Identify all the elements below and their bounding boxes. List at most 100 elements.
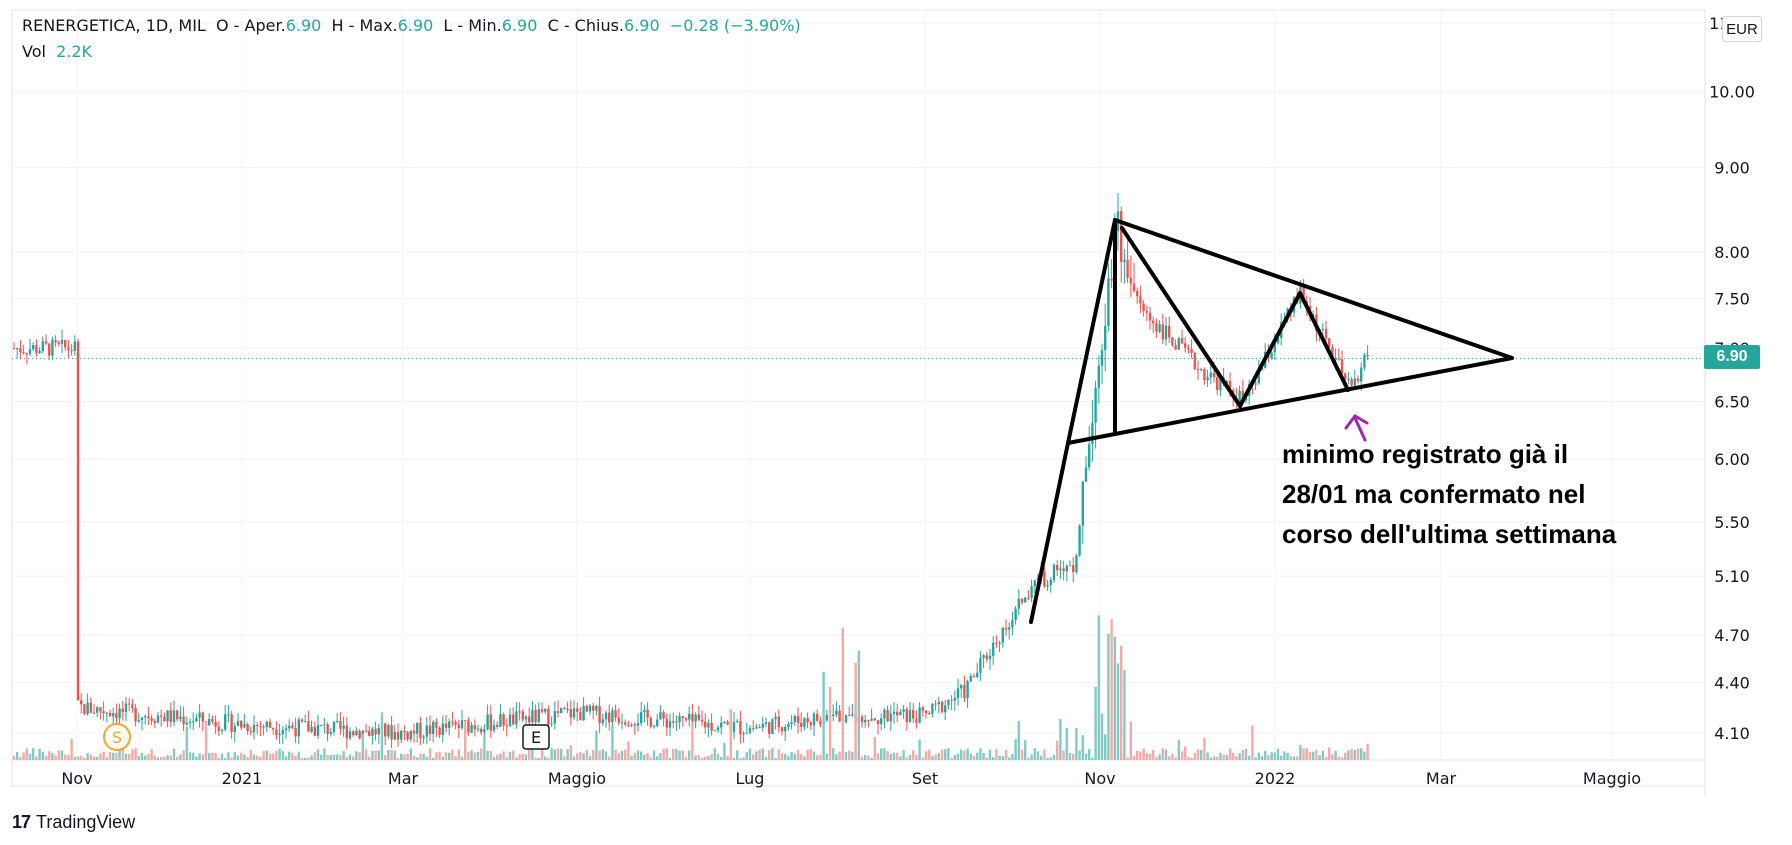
volume-bar [876, 753, 880, 760]
candle-body [1331, 347, 1334, 361]
candle-body [544, 708, 547, 712]
volume-bar [355, 751, 358, 760]
candle-body [496, 724, 499, 727]
candle-body [672, 721, 675, 723]
candle-body [76, 341, 80, 701]
volume-bar [675, 748, 678, 760]
candle-body [60, 339, 64, 344]
volume-bar [348, 754, 352, 760]
candle-body [198, 712, 201, 718]
candle-body [508, 714, 512, 727]
candle-body [688, 713, 691, 720]
candle-body [896, 711, 899, 716]
candle-body [480, 728, 483, 733]
volume-bar [832, 748, 835, 760]
candle-body [694, 714, 697, 722]
volume-bar [182, 750, 185, 760]
wave-down-line [1120, 226, 1242, 408]
volume-bar [646, 753, 649, 760]
volume-bar [736, 750, 739, 760]
candle-body [1078, 525, 1081, 556]
candle-body [947, 699, 950, 706]
volume-bar [1171, 753, 1174, 760]
candle-body [256, 724, 259, 726]
candle-body [48, 343, 51, 356]
tradingview-logo-icon: 17 [12, 812, 31, 832]
volume-bar [931, 755, 934, 760]
volume-bar [1248, 756, 1251, 760]
candle-body [953, 697, 956, 701]
volume-bar [899, 756, 902, 760]
volume-bar [780, 752, 784, 760]
volume-bar [611, 725, 614, 760]
volume-bar [316, 749, 320, 760]
volume-bar [332, 754, 336, 760]
volume-bar [236, 755, 240, 760]
candle-body [1008, 627, 1011, 630]
candle-body [1020, 598, 1024, 603]
tradingview-brand[interactable]: 17 TradingView [12, 812, 135, 833]
volume-bar [96, 756, 99, 760]
currency-button[interactable]: EUR [1722, 16, 1762, 42]
volume-bar [950, 757, 953, 760]
volume-bar [1139, 751, 1142, 760]
volume-bar [633, 752, 636, 760]
candle-body [812, 713, 816, 726]
candle-body [1360, 367, 1363, 382]
candle-body [105, 712, 108, 714]
volume-bar [137, 755, 140, 760]
candle-body [224, 714, 227, 730]
volume-bar [268, 753, 272, 760]
volume-bar [800, 754, 803, 760]
volume-bar [486, 750, 489, 760]
volume-bar [105, 757, 108, 760]
volume-bar [153, 755, 156, 760]
volume-bar [608, 756, 611, 760]
volume-bar [1062, 750, 1065, 760]
candle-body [214, 721, 217, 727]
volume-bar [480, 748, 483, 760]
candle-body [1011, 620, 1014, 628]
last-price-tag: 6.90 [1704, 345, 1760, 369]
volume-bar [752, 754, 755, 760]
candle-body [601, 719, 604, 724]
volume-bar [969, 753, 972, 760]
candle-body [332, 721, 336, 733]
volume-bar [505, 757, 508, 760]
candle-body [326, 724, 329, 734]
volume-bar [908, 754, 912, 760]
candle-body [976, 672, 979, 678]
candle-body [329, 732, 332, 734]
volume-bar [387, 750, 390, 760]
volume-bar [307, 757, 310, 760]
volume-bar [688, 750, 691, 760]
volume-bar [92, 756, 96, 760]
volume-bar [921, 757, 924, 760]
volume-bar [873, 737, 876, 760]
y-tick-label: 6.50 [1714, 393, 1750, 412]
volume-bar [1020, 749, 1024, 760]
volume-bar [102, 751, 105, 760]
volume-bar [1216, 756, 1219, 760]
volume-bar [905, 757, 908, 760]
flagpole-upper-line [1066, 218, 1117, 445]
candle-body [54, 340, 57, 343]
chart-annotation[interactable]: minimo registrato già il 28/01 ma confer… [1282, 439, 1617, 549]
candle-body [1075, 555, 1078, 573]
candle-body [403, 730, 406, 733]
volume-bar [809, 748, 812, 760]
volume-bar [803, 756, 806, 760]
candle-body [630, 724, 633, 726]
high-value: 6.90 [397, 16, 434, 35]
candle-body [137, 719, 140, 722]
volume-bar [166, 755, 169, 760]
candle-body [1145, 311, 1148, 313]
candle-body [1216, 377, 1219, 391]
candle-body [860, 716, 864, 723]
candle-body [918, 707, 921, 723]
low-label: L - Min. [443, 16, 502, 35]
candle-body [633, 724, 636, 726]
candle-body [665, 718, 668, 728]
volume-bar [1187, 756, 1190, 760]
